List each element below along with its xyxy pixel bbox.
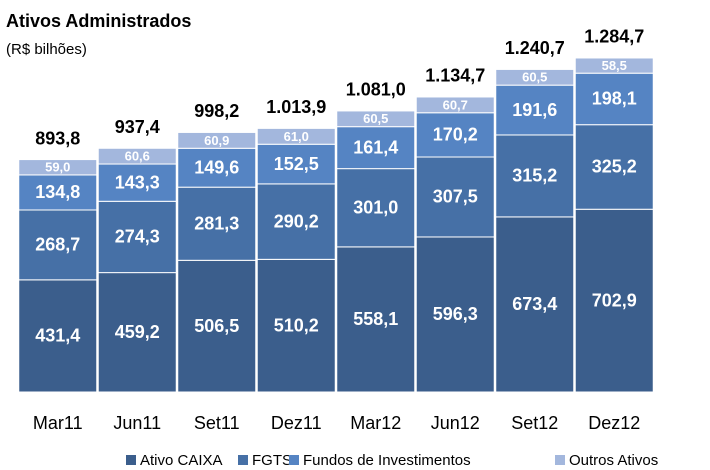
bar-segment (18, 209, 98, 281)
bar-segment (495, 68, 575, 86)
value-label: 143,3 (115, 172, 160, 192)
bar-segment (574, 208, 654, 393)
total-label: 893,8 (35, 128, 80, 148)
value-label: 198,1 (592, 89, 637, 109)
x-tick-label: Mar12 (350, 413, 401, 433)
x-tick-label: Dez12 (588, 413, 640, 433)
value-label: 60,6 (125, 149, 150, 164)
value-label: 134,8 (35, 182, 80, 202)
value-label: 191,6 (512, 100, 557, 120)
bar-segment (336, 126, 416, 170)
legend-swatch (238, 455, 248, 465)
value-label: 315,2 (512, 166, 557, 186)
x-tick-label: Jun11 (113, 413, 161, 433)
bar-segment (97, 163, 177, 202)
bar-segment (574, 124, 654, 210)
bar-segment (415, 236, 495, 393)
bar-segment (574, 57, 654, 74)
bar-segment (495, 134, 575, 218)
total-label: 1.013,9 (266, 97, 326, 117)
value-label: 301,0 (353, 198, 398, 218)
bar-segment (256, 258, 336, 393)
bar-segment (336, 168, 416, 248)
value-label: 281,3 (194, 213, 239, 233)
legend-label: FGTS (252, 452, 292, 469)
total-label: 1.081,0 (346, 80, 406, 100)
bar-segment (177, 186, 257, 261)
bar-segment (177, 131, 257, 149)
bar-segment (18, 279, 98, 393)
bar-segment (574, 72, 654, 126)
x-tick-label: Set12 (511, 413, 558, 433)
value-label: 161,4 (353, 137, 398, 157)
total-label: 1.284,7 (584, 27, 644, 47)
bar-segment (415, 156, 495, 238)
value-label: 268,7 (35, 235, 80, 255)
value-label: 274,3 (115, 227, 160, 247)
bar-segment (256, 143, 336, 185)
bar-segment (336, 110, 416, 128)
x-tick-label: Jun12 (431, 413, 480, 433)
value-label: 290,2 (274, 211, 319, 231)
legend-label: Ativo CAIXA (140, 452, 223, 469)
chart-subtitle: (R$ bilhões) (6, 41, 87, 58)
value-label: 60,7 (443, 97, 468, 112)
value-label: 58,5 (602, 58, 627, 73)
x-tick-label: Mar11 (33, 413, 83, 433)
bar-segment (18, 159, 98, 176)
chart-title: Ativos Administrados (6, 11, 191, 31)
bar-segment (97, 272, 177, 393)
bar-segment (256, 127, 336, 145)
value-label: 510,2 (274, 315, 319, 335)
legend-swatch (289, 455, 299, 465)
value-label: 702,9 (592, 290, 637, 310)
bar-segment (177, 147, 257, 188)
legend-label: Fundos de Investimentos (303, 452, 471, 469)
total-label: 1.240,7 (505, 38, 565, 58)
value-label: 60,5 (522, 70, 547, 85)
value-label: 325,2 (592, 157, 637, 177)
value-label: 307,5 (433, 187, 478, 207)
value-label: 149,6 (194, 157, 239, 177)
bar-segment (495, 216, 575, 393)
total-label: 998,2 (194, 101, 239, 121)
legend-label: Outros Ativos (569, 452, 658, 469)
value-label: 170,2 (433, 125, 478, 145)
bar-segment (97, 147, 177, 165)
legend-swatch (126, 455, 136, 465)
x-tick-label: Dez11 (271, 413, 322, 433)
value-label: 558,1 (353, 309, 398, 329)
x-tick-label: Set11 (194, 413, 240, 433)
value-label: 673,4 (512, 294, 557, 314)
value-label: 61,0 (284, 129, 309, 144)
bar-segment (495, 84, 575, 136)
value-label: 59,0 (45, 160, 70, 175)
value-label: 152,5 (274, 154, 319, 174)
bar-segment (177, 259, 257, 393)
bar-segment (415, 112, 495, 158)
value-label: 60,5 (363, 111, 388, 126)
bar-segment (336, 246, 416, 393)
value-label: 506,5 (194, 316, 239, 336)
value-label: 431,4 (35, 326, 80, 346)
bar-segment (415, 96, 495, 114)
legend-swatch (555, 455, 565, 465)
total-label: 1.134,7 (425, 66, 485, 86)
value-label: 459,2 (115, 322, 160, 342)
value-label: 596,3 (433, 304, 478, 324)
value-label: 60,9 (204, 133, 229, 148)
total-label: 937,4 (115, 117, 160, 137)
bar-segment (97, 200, 177, 274)
